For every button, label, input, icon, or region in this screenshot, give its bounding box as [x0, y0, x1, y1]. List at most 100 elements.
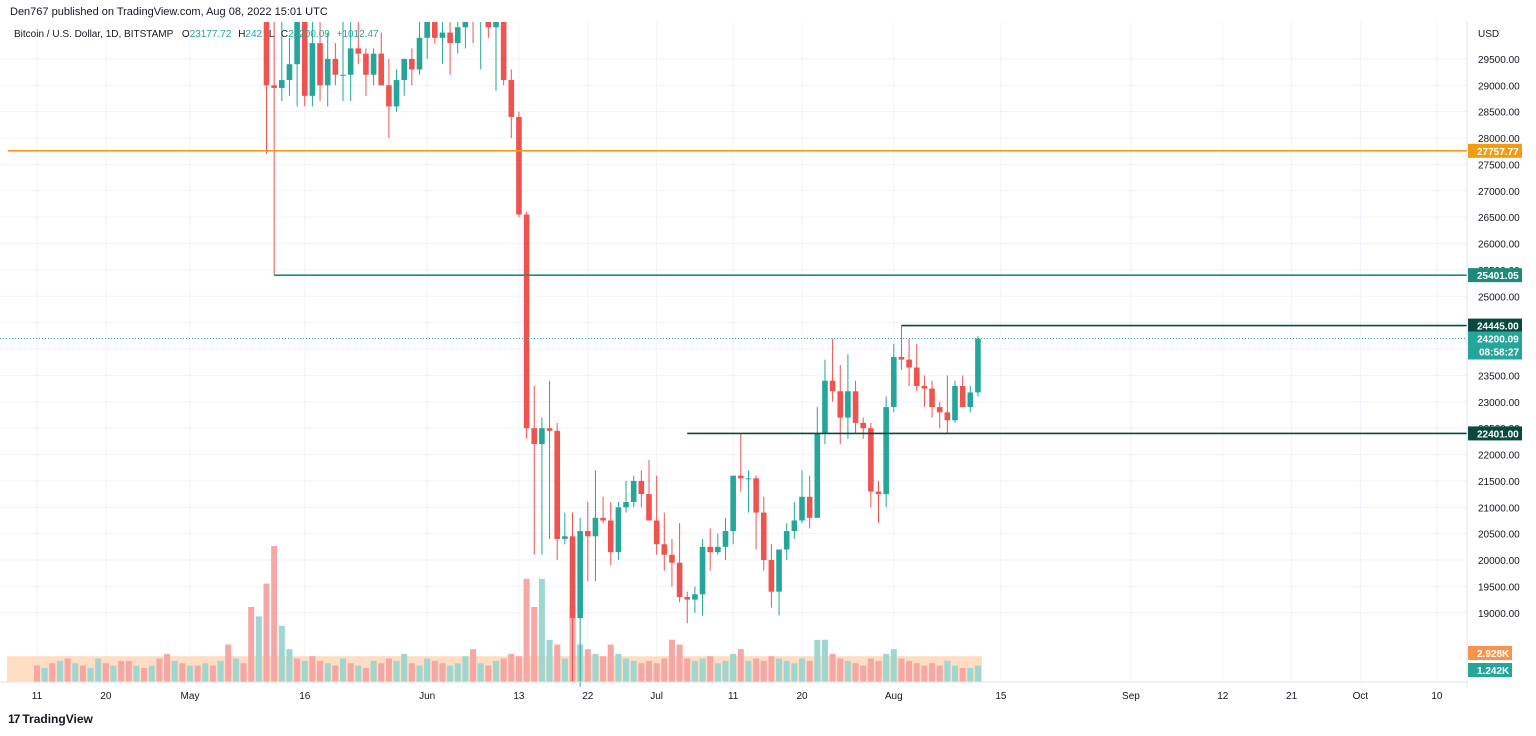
- volume-bar: [240, 663, 247, 682]
- volume-bar: [691, 660, 698, 682]
- time-tick-label: 20: [796, 691, 808, 702]
- time-tick-label: 21: [1286, 691, 1298, 702]
- candle-body: [615, 507, 622, 553]
- time-tick-label: Oct: [1353, 691, 1369, 702]
- volume-bar: [202, 663, 209, 682]
- candle-body: [370, 53, 377, 75]
- candle-body: [883, 407, 889, 495]
- volume-bar: [347, 663, 354, 682]
- volume-bar: [936, 665, 943, 682]
- candle-body: [875, 491, 882, 495]
- candle-body: [707, 546, 713, 553]
- volume-bar: [194, 665, 201, 682]
- volume-bar: [355, 665, 362, 682]
- volume-bar: [684, 658, 691, 682]
- last-price-label: 24200.09: [1477, 334, 1519, 345]
- volume-bar: [745, 660, 752, 682]
- candle-body: [577, 531, 583, 619]
- volume-bar: [439, 663, 446, 682]
- candle-body: [814, 433, 821, 518]
- price-tick-label: 27500.00: [1478, 160, 1520, 171]
- volume-bar: [653, 663, 660, 682]
- candle-body: [692, 594, 698, 600]
- legend-symbol: Bitcoin / U.S. Dollar, 1D, BITSTAMP: [14, 29, 174, 40]
- candle-body: [936, 407, 943, 413]
- volume-bar: [806, 660, 813, 682]
- horizontal-lines[interactable]: [0, 150, 1467, 435]
- candle-body: [891, 356, 897, 408]
- volume-bar: [768, 656, 775, 682]
- candle-body: [432, 22, 438, 38]
- candle-body: [791, 520, 798, 532]
- volume-bar: [592, 653, 599, 682]
- candle-body: [324, 58, 331, 86]
- volume-bar: [324, 663, 331, 682]
- tradingview-logo[interactable]: 17 TradingView: [8, 712, 93, 726]
- symbol-legend[interactable]: Bitcoin / U.S. Dollar, 1D, BITSTAMP O231…: [14, 29, 379, 40]
- volume-bar: [187, 665, 193, 682]
- volume-bar: [546, 639, 553, 682]
- legend-change: +1012.47: [337, 29, 379, 40]
- time-tick-label: 22: [582, 691, 594, 702]
- volume-bar: [309, 656, 316, 682]
- volume-bar: [232, 658, 239, 682]
- volume-bar: [79, 665, 86, 682]
- candle-body: [401, 58, 407, 81]
- volume-bar: [72, 663, 79, 682]
- candles: [263, 22, 981, 687]
- price-tick-label: 26500.00: [1478, 213, 1520, 224]
- volume-bar: [607, 644, 614, 682]
- legend-close: 24200.09: [288, 29, 330, 40]
- volume-bar: [102, 663, 109, 682]
- candle-body: [294, 22, 300, 65]
- legend-open: 23177.72: [190, 29, 232, 40]
- volume-bar: [385, 658, 392, 682]
- candle-body: [271, 85, 277, 88]
- volume-bar: [332, 665, 339, 682]
- volume-bar: [668, 639, 675, 682]
- price-badge-label: 24445.00: [1477, 322, 1519, 333]
- candle-body: [646, 494, 652, 521]
- volume-bar: [867, 658, 874, 682]
- volume-bar: [630, 660, 637, 682]
- time-axis[interactable]: 11 20 May 16 Jun 13 22 Jul 11 20 Aug 15 Sep 12 21 Oct 10: [0, 681, 1467, 702]
- price-tick-label: 23500.00: [1478, 371, 1520, 382]
- volume-bar: [646, 660, 652, 682]
- candle-body: [852, 391, 859, 423]
- volume-bar: [477, 663, 484, 682]
- volume-bar: [447, 665, 454, 682]
- candle-body: [906, 359, 912, 368]
- candle-body: [454, 27, 461, 44]
- candle-body: [975, 338, 981, 393]
- price-badge-27757.77: [1468, 143, 1522, 158]
- volume-bar: [814, 639, 821, 682]
- volume-bar: [523, 578, 530, 682]
- time-tick-label: 11: [728, 691, 739, 702]
- volume-bar: [959, 667, 966, 682]
- time-tick-label: 11: [32, 691, 43, 702]
- volume-bar: [156, 658, 163, 682]
- volume-bar: [898, 658, 905, 682]
- candle-body: [799, 496, 805, 521]
- volume-bar: [500, 658, 507, 682]
- candle-body: [730, 475, 736, 532]
- volume-bar: [148, 665, 155, 682]
- price-chart[interactable]: USD 19000.00 19500.00 20000.00 20500.00 2100…: [0, 22, 1536, 712]
- volume-bar: [248, 607, 255, 682]
- volume-bar: [485, 665, 492, 682]
- candle-body: [898, 356, 905, 360]
- volume-bar: [906, 660, 913, 682]
- publisher-line: Den767 published on TradingView.com, Aug…: [10, 6, 328, 18]
- candle-body: [959, 385, 966, 408]
- candle-body: [340, 74, 346, 76]
- candle-body: [378, 53, 385, 86]
- volume-bar: [844, 660, 851, 682]
- candle-body: [508, 80, 515, 117]
- candle-body: [753, 478, 759, 513]
- volume-bar: [623, 658, 630, 682]
- candle-body: [416, 37, 423, 70]
- volume-bar: [255, 616, 262, 682]
- volume-bar: [707, 656, 714, 682]
- candle-body: [500, 22, 507, 81]
- legend-open-label: O: [182, 29, 190, 40]
